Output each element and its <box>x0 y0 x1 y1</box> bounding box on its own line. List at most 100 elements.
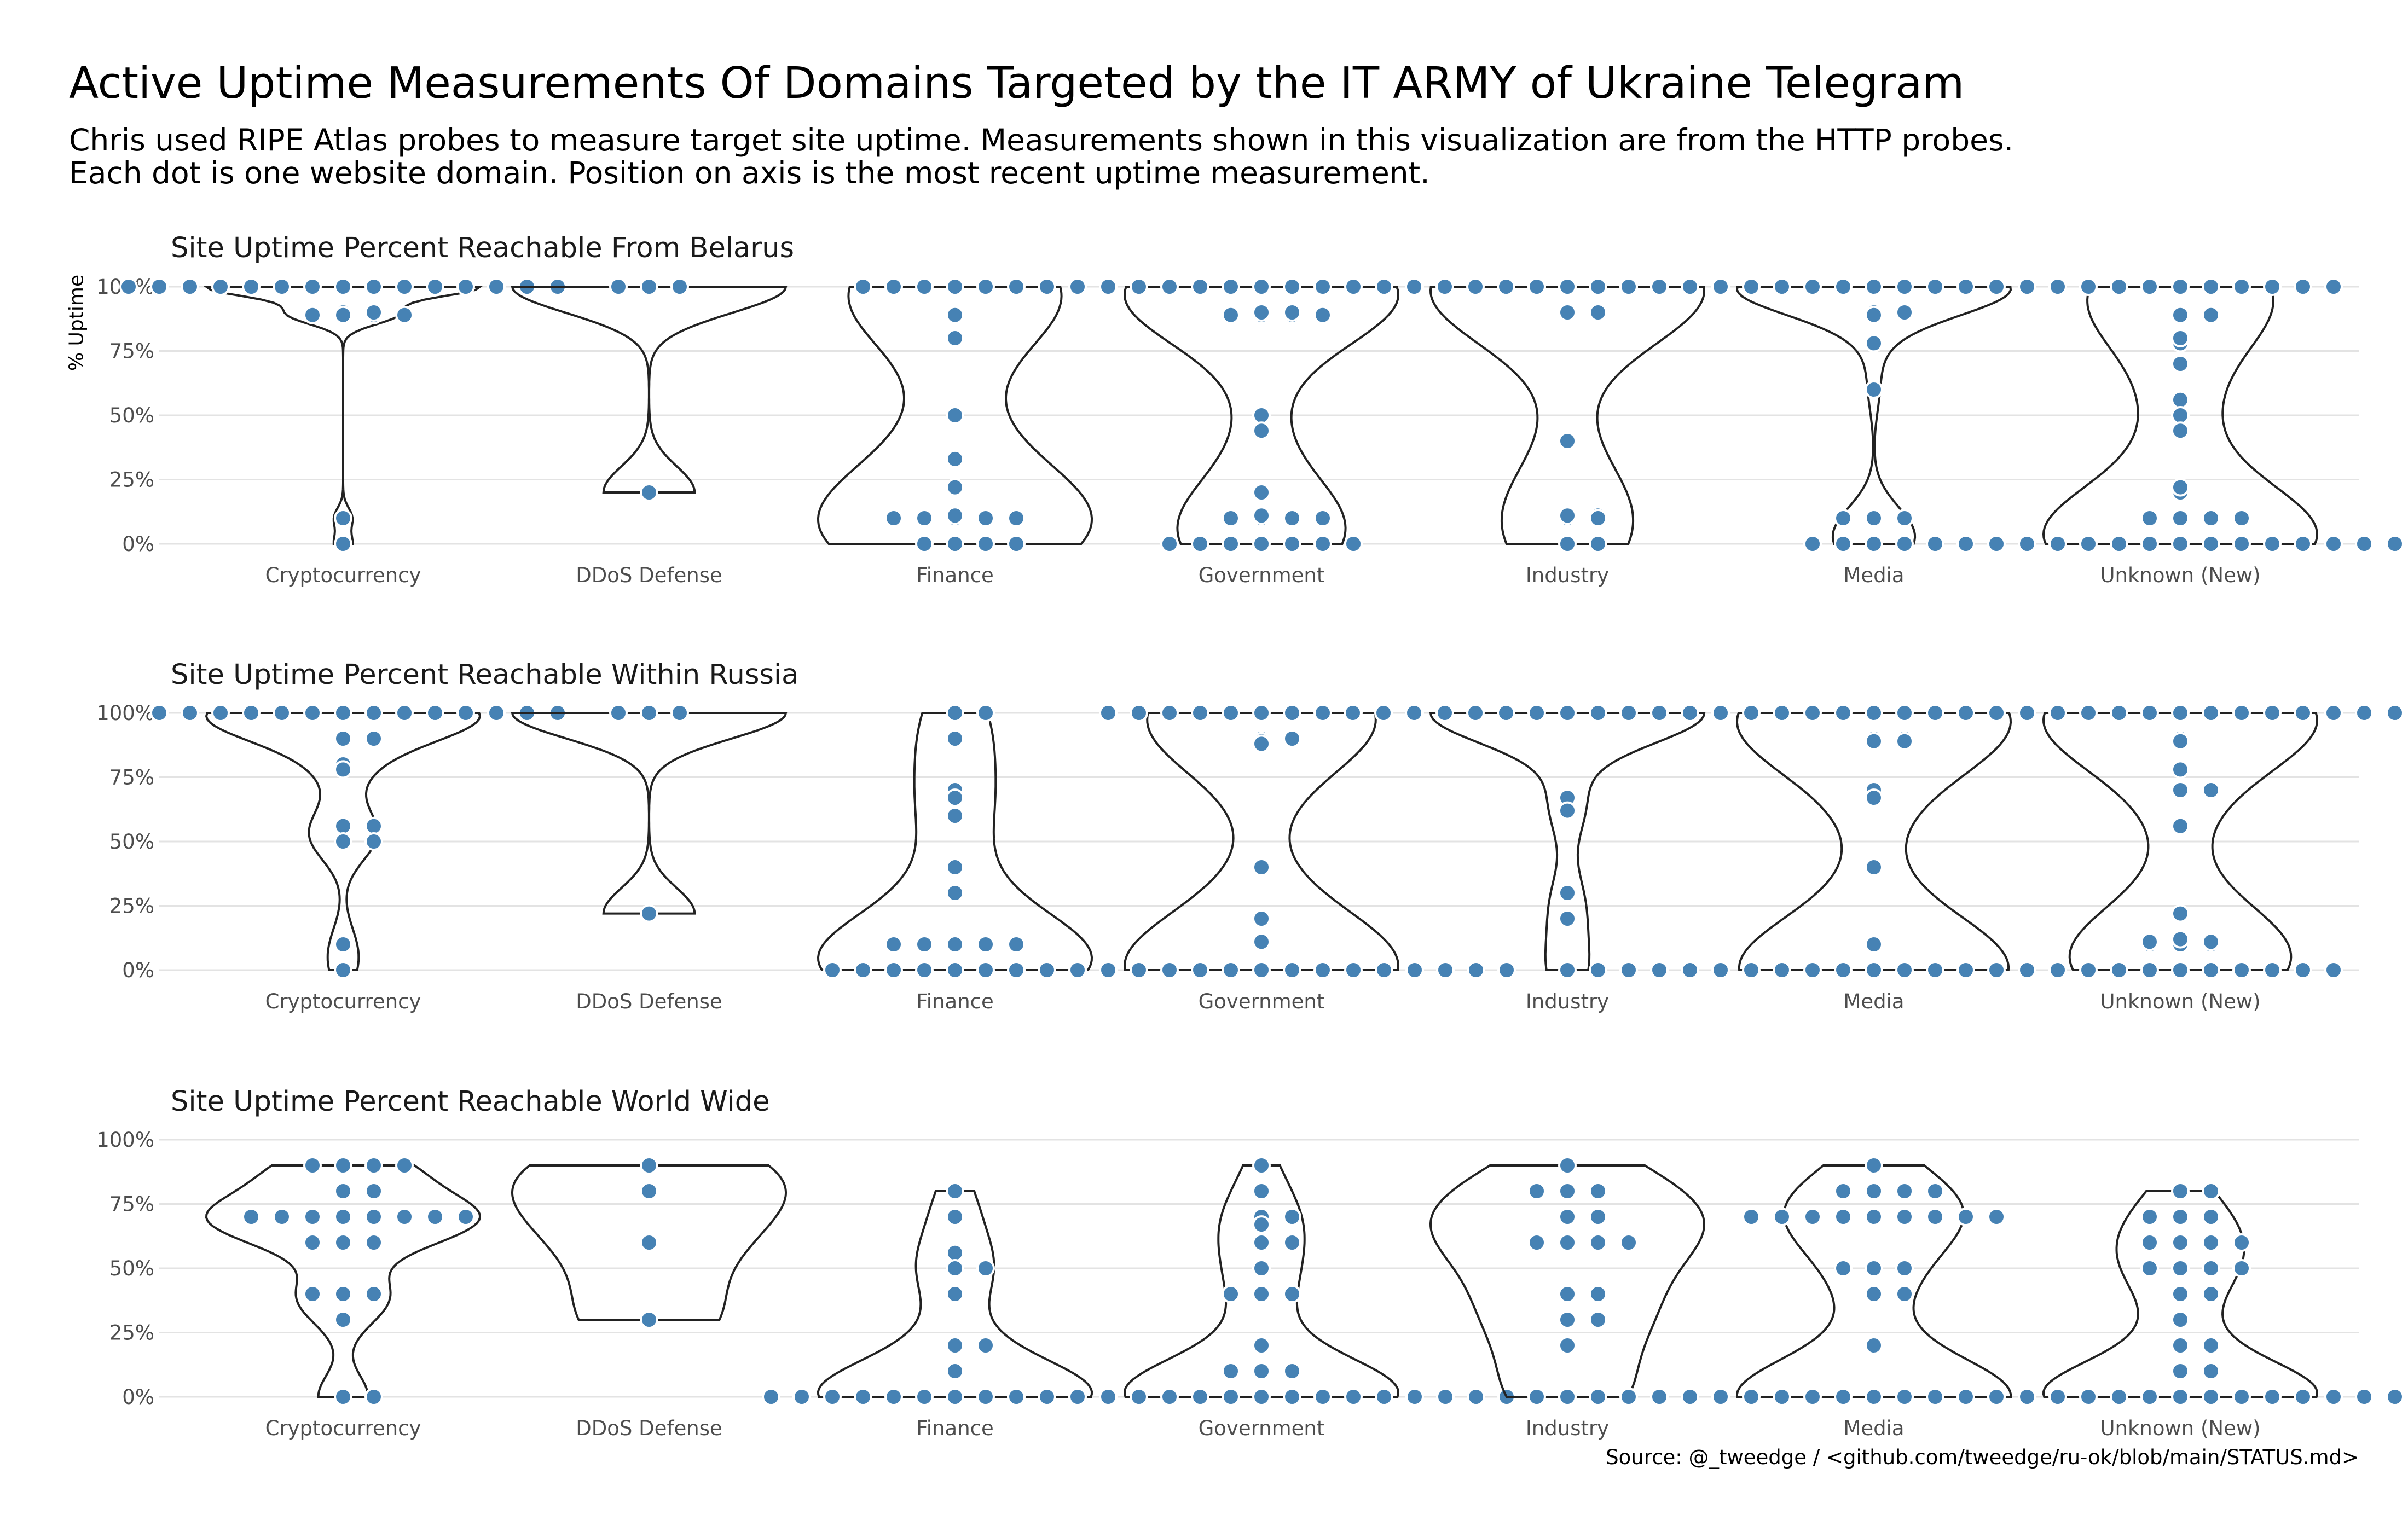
data-point <box>150 277 169 296</box>
data-point <box>2324 961 2343 979</box>
y-tick-label: 50% <box>109 830 154 854</box>
data-point <box>1742 1388 1761 1406</box>
data-point <box>1834 1259 1853 1278</box>
data-point <box>2324 277 2343 296</box>
data-point <box>1283 277 1301 296</box>
data-point <box>1068 961 1087 979</box>
data-point <box>2048 535 2067 553</box>
data-point <box>1313 704 1332 722</box>
data-point <box>1252 932 1271 951</box>
data-point <box>1681 277 1699 296</box>
data-point <box>334 1233 352 1252</box>
y-tick-label: 50% <box>109 404 154 427</box>
data-point <box>2110 277 2128 296</box>
data-point <box>2171 478 2190 497</box>
data-point <box>1558 1182 1577 1200</box>
x-tick-label: Finance <box>916 564 994 587</box>
data-point <box>1283 704 1301 722</box>
data-point <box>1222 509 1240 527</box>
data-point <box>273 277 291 296</box>
data-point <box>1435 704 1454 722</box>
chart-title: Active Uptime Measurements Of Domains Ta… <box>69 58 1965 108</box>
data-point <box>1956 961 1975 979</box>
data-point <box>946 478 964 497</box>
data-point <box>1865 1285 1883 1303</box>
x-tick-label: Industry <box>1526 990 1609 1013</box>
data-point <box>1436 961 1455 979</box>
data-point <box>334 535 352 553</box>
data-point <box>1313 961 1332 979</box>
data-point <box>1497 961 1516 979</box>
data-point <box>1589 277 1607 296</box>
data-point <box>2140 1388 2159 1406</box>
violin-shape <box>205 1164 482 1398</box>
data-point <box>1252 858 1271 877</box>
data-point <box>1558 432 1577 450</box>
data-point <box>1956 277 1975 296</box>
data-point <box>976 509 995 527</box>
data-point <box>1865 305 1883 324</box>
data-point <box>2232 704 2251 722</box>
data-point <box>1589 1182 1607 1200</box>
data-point <box>2171 704 2190 722</box>
data-point <box>1834 1388 1853 1406</box>
data-point <box>1252 734 1271 753</box>
data-point <box>1252 303 1271 322</box>
data-point <box>119 277 138 296</box>
data-point <box>1865 509 1883 527</box>
data-point <box>1252 1215 1271 1234</box>
data-point <box>1130 277 1148 296</box>
data-point <box>1742 277 1761 296</box>
data-point <box>2324 535 2343 553</box>
data-point <box>2171 305 2190 324</box>
data-point <box>426 277 444 296</box>
y-tick-label: 75% <box>109 766 154 790</box>
data-point <box>946 729 964 748</box>
data-point <box>395 305 414 324</box>
data-point <box>303 1208 322 1226</box>
data-point <box>946 1259 964 1278</box>
data-point <box>1252 704 1271 722</box>
data-point <box>2202 1182 2220 1200</box>
data-point <box>1619 1233 1638 1252</box>
data-point <box>334 509 352 527</box>
data-point <box>1895 1182 1914 1200</box>
data-point <box>1558 704 1577 722</box>
data-point <box>1344 704 1362 722</box>
data-point <box>884 935 903 954</box>
data-point <box>1313 1388 1332 1406</box>
data-point <box>1865 788 1883 808</box>
data-point <box>1344 277 1363 296</box>
data-point <box>946 788 964 808</box>
data-point <box>2386 1388 2404 1406</box>
data-point <box>2110 704 2128 722</box>
data-point <box>2171 509 2190 527</box>
data-point <box>1589 1285 1607 1303</box>
data-point <box>487 704 506 722</box>
data-point <box>1405 277 1423 296</box>
data-point <box>2140 535 2159 553</box>
category-group: Media <box>1619 704 2159 1013</box>
data-point <box>1252 1388 1271 1406</box>
data-point <box>946 1388 964 1406</box>
data-point <box>334 1310 352 1329</box>
data-point <box>1467 961 1485 979</box>
data-point <box>1007 277 1026 296</box>
data-point <box>1926 535 1944 553</box>
data-point <box>2202 305 2220 324</box>
data-point <box>2263 535 2282 553</box>
data-point <box>303 1233 322 1252</box>
x-tick-label: Finance <box>916 1417 994 1440</box>
data-point <box>1527 1182 1546 1200</box>
data-point <box>1895 535 1914 553</box>
data-point <box>242 704 261 722</box>
data-point <box>364 1156 383 1175</box>
data-point <box>1374 704 1393 722</box>
data-point <box>2171 277 2190 296</box>
data-point <box>1558 801 1577 820</box>
data-point <box>334 961 352 979</box>
data-point <box>1375 1388 1393 1406</box>
data-point <box>915 1388 934 1406</box>
data-point <box>1222 961 1240 979</box>
